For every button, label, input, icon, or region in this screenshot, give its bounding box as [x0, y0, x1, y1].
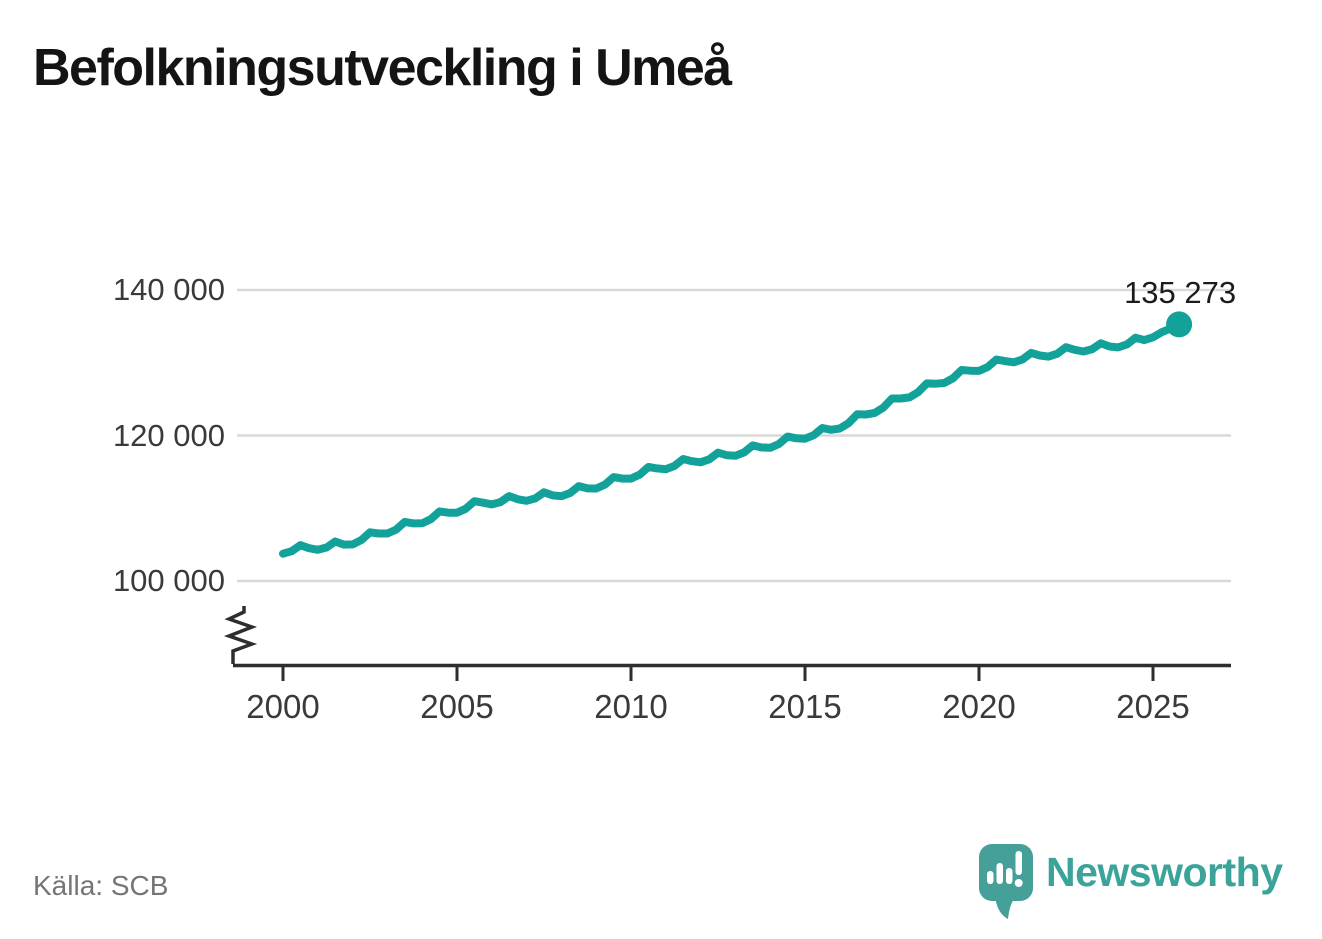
newsworthy-logo-icon — [979, 844, 1033, 919]
population-series-line — [279, 320, 1184, 558]
x-tick-label: 2005 — [420, 688, 494, 725]
x-axis-ticks — [281, 666, 1155, 681]
source-label: Källa: SCB — [33, 870, 169, 901]
x-tick-label: 2010 — [594, 688, 668, 725]
end-value-label: 135 273 — [1124, 275, 1237, 311]
y-tick-label: 140 000 — [112, 272, 225, 307]
x-tick-label: 2020 — [942, 688, 1016, 725]
newsworthy-wordmark: Newsworthy — [1046, 849, 1283, 895]
gridlines — [237, 288, 1231, 583]
y-axis-break-icon — [223, 606, 258, 664]
x-tick-label: 2015 — [768, 688, 842, 725]
x-tick-label: 2025 — [1116, 688, 1190, 725]
x-tick-label: 2000 — [246, 688, 320, 725]
chart-title: Befolkningsutveckling i Umeå — [33, 39, 732, 97]
y-tick-label: 100 000 — [112, 563, 225, 598]
latest-value-dot — [1166, 311, 1193, 338]
y-tick-label: 120 000 — [112, 417, 225, 453]
newsworthy-brand: Newsworthy — [978, 843, 1283, 921]
